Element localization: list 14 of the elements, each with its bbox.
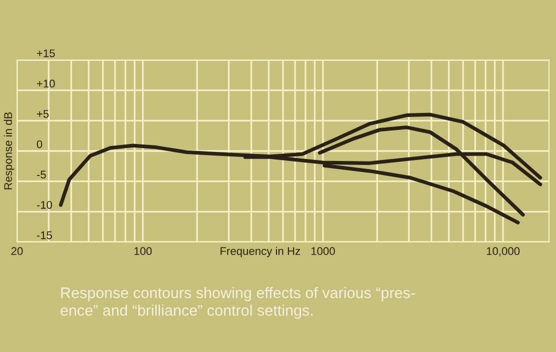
y-tick-label: -5	[36, 170, 46, 179]
y-axis-title: Response in dB	[4, 112, 14, 190]
y-tick-label: -15	[36, 231, 52, 240]
y-tick-label: +15	[36, 49, 55, 58]
x-tick-label: 20	[11, 247, 23, 256]
y-tick-label: +5	[36, 110, 49, 118]
y-tick-label: -10	[36, 200, 52, 209]
y-tick-label: +10	[36, 80, 55, 88]
x-tick-label: 10,000	[486, 247, 520, 256]
x-tick-label: 1000	[311, 247, 335, 256]
y-tick-label: 0	[36, 140, 42, 148]
x-axis-title: Frequency in Hz	[220, 246, 300, 258]
x-tick-label: 100	[134, 247, 152, 256]
text: Response contours showing effects of various “pres- ence” and “brilliance” control settings.	[60, 287, 415, 319]
